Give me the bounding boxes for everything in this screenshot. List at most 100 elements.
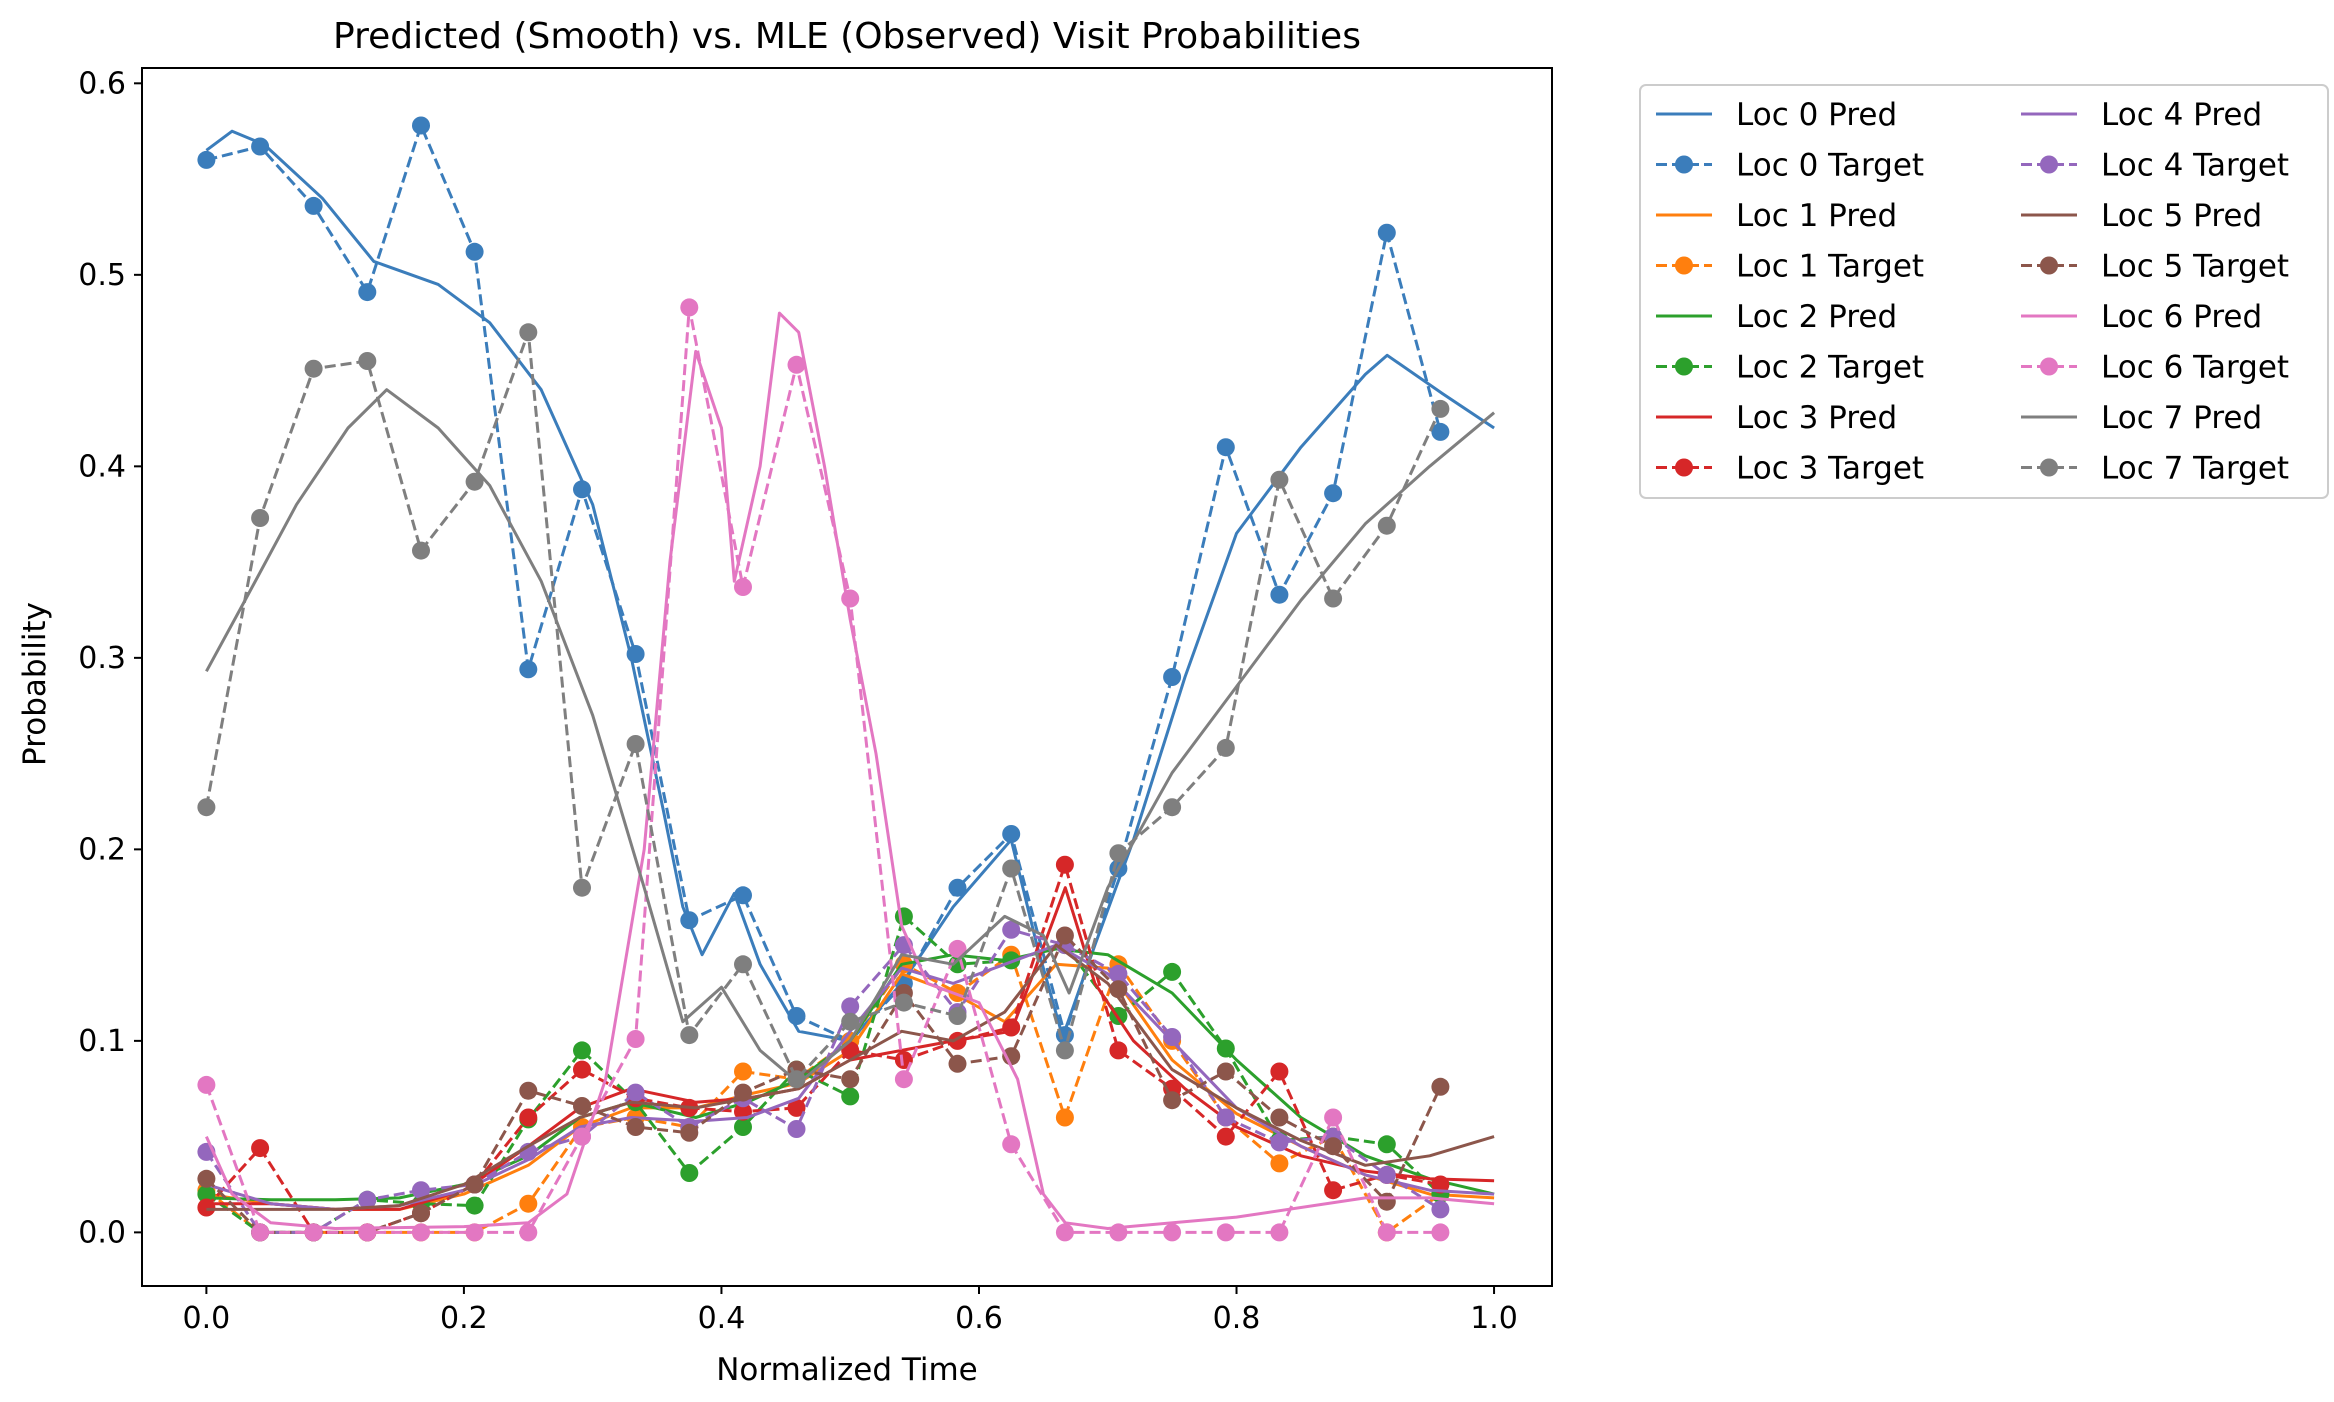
target-point-loc-6 <box>573 1127 591 1146</box>
x-axis-label: Normalized Time <box>716 1352 978 1388</box>
target-point-loc-5 <box>1377 1192 1396 1211</box>
target-point-loc-6 <box>841 589 860 608</box>
plot-frame <box>141 67 1553 1287</box>
target-point-loc-0 <box>197 150 216 169</box>
target-point-loc-7 <box>1324 589 1343 608</box>
pred-line-loc-4 <box>205 943 1495 1211</box>
target-point-loc-0 <box>1324 484 1343 503</box>
y-tick-label: 0.1 <box>78 1024 126 1059</box>
target-point-loc-6 <box>1109 1223 1128 1242</box>
target-point-loc-3 <box>1270 1062 1289 1081</box>
target-point-loc-6 <box>894 1070 913 1089</box>
legend-marker-loc-5 <box>2040 256 2058 275</box>
target-point-loc-7 <box>1377 516 1396 535</box>
target-point-loc-5 <box>412 1204 430 1223</box>
target-point-loc-5 <box>1109 980 1128 999</box>
target-point-loc-7 <box>1002 859 1021 878</box>
target-point-loc-7 <box>734 955 752 974</box>
target-point-loc-3 <box>1055 855 1074 874</box>
target-point-loc-6 <box>734 578 752 596</box>
legend-label-target-loc-6: Loc 6 Target <box>2101 350 2289 386</box>
target-point-loc-0 <box>1431 422 1450 441</box>
pred-line-loc-6 <box>205 311 1495 1230</box>
target-point-loc-4 <box>412 1181 430 1200</box>
target-point-loc-0 <box>1377 223 1396 242</box>
target-point-loc-0 <box>1002 825 1021 843</box>
target-point-loc-6 <box>1377 1223 1396 1242</box>
legend-label-target-loc-3: Loc 3 Target <box>1736 451 1924 487</box>
y-tick-label: 0.0 <box>78 1215 126 1250</box>
target-point-loc-3 <box>251 1139 270 1158</box>
target-point-loc-4 <box>1109 964 1128 983</box>
target-point-loc-0 <box>734 886 752 905</box>
legend-label-pred-loc-0: Loc 0 Pred <box>1736 97 1897 133</box>
target-point-loc-2 <box>841 1087 860 1106</box>
target-point-loc-6 <box>680 298 699 317</box>
target-point-loc-7 <box>680 1026 699 1045</box>
target-point-loc-7 <box>1055 1041 1074 1060</box>
y-tick-label: 0.6 <box>78 66 126 101</box>
target-point-loc-5 <box>734 1083 752 1102</box>
target-point-loc-2 <box>1377 1135 1396 1154</box>
target-point-loc-6 <box>197 1075 216 1094</box>
target-point-loc-3 <box>787 1098 806 1117</box>
target-point-loc-0 <box>680 911 699 930</box>
legend-box <box>1639 84 2329 499</box>
target-point-loc-5 <box>465 1175 484 1194</box>
target-point-loc-7 <box>197 798 216 817</box>
target-point-loc-7 <box>251 509 270 527</box>
legend-marker-loc-0 <box>1675 155 1693 174</box>
target-point-loc-6 <box>1270 1223 1289 1242</box>
target-point-loc-6 <box>251 1223 270 1242</box>
target-point-loc-3 <box>573 1060 591 1079</box>
legend-label-pred-loc-2: Loc 2 Pred <box>1736 299 1897 335</box>
target-point-loc-1 <box>519 1194 538 1213</box>
target-point-loc-5 <box>948 1054 967 1073</box>
target-point-loc-6 <box>519 1223 538 1242</box>
target-point-loc-7 <box>573 878 591 897</box>
target-point-loc-5 <box>573 1097 591 1115</box>
target-point-loc-3 <box>1216 1127 1235 1146</box>
legend-label-target-loc-2: Loc 2 Target <box>1736 350 1924 386</box>
target-point-loc-0 <box>1270 585 1289 604</box>
target-point-loc-4 <box>626 1083 645 1102</box>
target-point-loc-5 <box>1270 1108 1289 1127</box>
target-point-loc-0 <box>948 878 967 897</box>
target-point-loc-3 <box>1109 1041 1128 1060</box>
target-point-loc-1 <box>1055 1108 1074 1127</box>
legend-marker-loc-3 <box>1675 458 1693 477</box>
target-point-loc-4 <box>787 1120 806 1138</box>
target-point-loc-5 <box>1055 926 1074 945</box>
target-point-loc-2 <box>1163 962 1182 981</box>
legend-marker-loc-4 <box>2040 155 2058 174</box>
x-tick-label: 0.4 <box>698 1301 746 1336</box>
target-point-loc-0 <box>465 242 484 261</box>
target-point-loc-0 <box>573 480 591 499</box>
target-point-loc-6 <box>304 1223 323 1242</box>
target-point-loc-5 <box>1163 1091 1182 1110</box>
target-point-loc-2 <box>197 1185 216 1204</box>
target-point-loc-0 <box>519 660 538 679</box>
target-point-loc-4 <box>1270 1133 1289 1152</box>
target-point-loc-7 <box>1431 399 1450 418</box>
pred-line-loc-0 <box>205 129 1495 1043</box>
pred-line-loc-7 <box>205 388 1496 1085</box>
target-point-loc-6 <box>1324 1108 1343 1127</box>
x-tick-label: 0.6 <box>955 1301 1003 1336</box>
series-group <box>197 116 1496 1242</box>
target-point-loc-3 <box>1431 1175 1450 1194</box>
legend-marker-loc-1 <box>1675 256 1693 275</box>
target-point-loc-3 <box>1324 1181 1343 1200</box>
target-point-loc-7 <box>841 1012 860 1031</box>
legend-label-pred-loc-3: Loc 3 Pred <box>1736 400 1897 436</box>
target-point-loc-4 <box>1216 1108 1235 1127</box>
target-point-loc-2 <box>894 907 913 926</box>
target-point-loc-4 <box>841 997 860 1016</box>
x-tick-label: 1.0 <box>1470 1301 1518 1336</box>
target-line-loc-1 <box>205 953 1442 1234</box>
target-point-loc-7 <box>1270 470 1289 489</box>
target-point-loc-2 <box>680 1164 699 1182</box>
legend-marker-loc-6 <box>2040 357 2058 376</box>
target-point-loc-6 <box>626 1030 645 1048</box>
